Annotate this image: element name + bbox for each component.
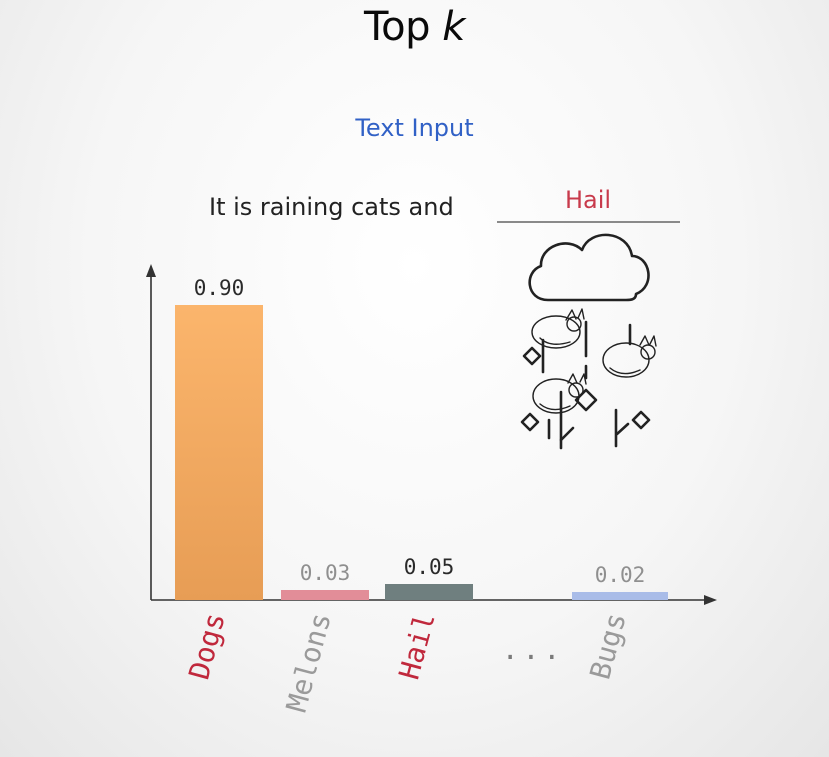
cat-icon — [532, 373, 587, 414]
category-label-bugs: Bugs — [583, 609, 632, 683]
rain-streak — [615, 422, 630, 436]
title-k: k — [442, 4, 465, 50]
blank-underline — [497, 221, 680, 223]
value-label-bugs: 0.02 — [595, 563, 646, 587]
page-title: Top k — [0, 4, 829, 50]
bar-bugs — [572, 592, 668, 600]
cat-icon — [531, 308, 585, 349]
hail-diamond — [522, 346, 542, 366]
subtitle: Text Input — [355, 114, 474, 142]
bar-melons — [281, 590, 369, 600]
cloud-shape — [528, 233, 650, 302]
value-label-melons: 0.03 — [300, 561, 351, 585]
title-text: Top — [364, 4, 443, 50]
bar-hail — [385, 584, 473, 600]
prompt-sentence: It is raining cats and — [209, 193, 454, 221]
hail-diamond — [520, 412, 540, 432]
cloud-raining-cats-and-hail-icon — [520, 233, 657, 450]
category-label-melons: Melons — [280, 609, 338, 715]
value-label-dogs: 0.90 — [194, 276, 245, 300]
value-label-hail: 0.05 — [404, 555, 455, 579]
category-label-dogs: Dogs — [182, 609, 231, 683]
x-axis-arrow — [704, 595, 717, 605]
cat-icon — [602, 335, 657, 378]
bar-dogs — [175, 305, 263, 600]
y-axis-arrow — [146, 264, 156, 277]
predicted-word: Hail — [564, 186, 612, 214]
hail-diamond — [631, 410, 651, 430]
ellipsis-label: ... — [502, 633, 565, 666]
rain-streak — [559, 426, 575, 442]
category-label-hail: Hail — [392, 609, 441, 683]
